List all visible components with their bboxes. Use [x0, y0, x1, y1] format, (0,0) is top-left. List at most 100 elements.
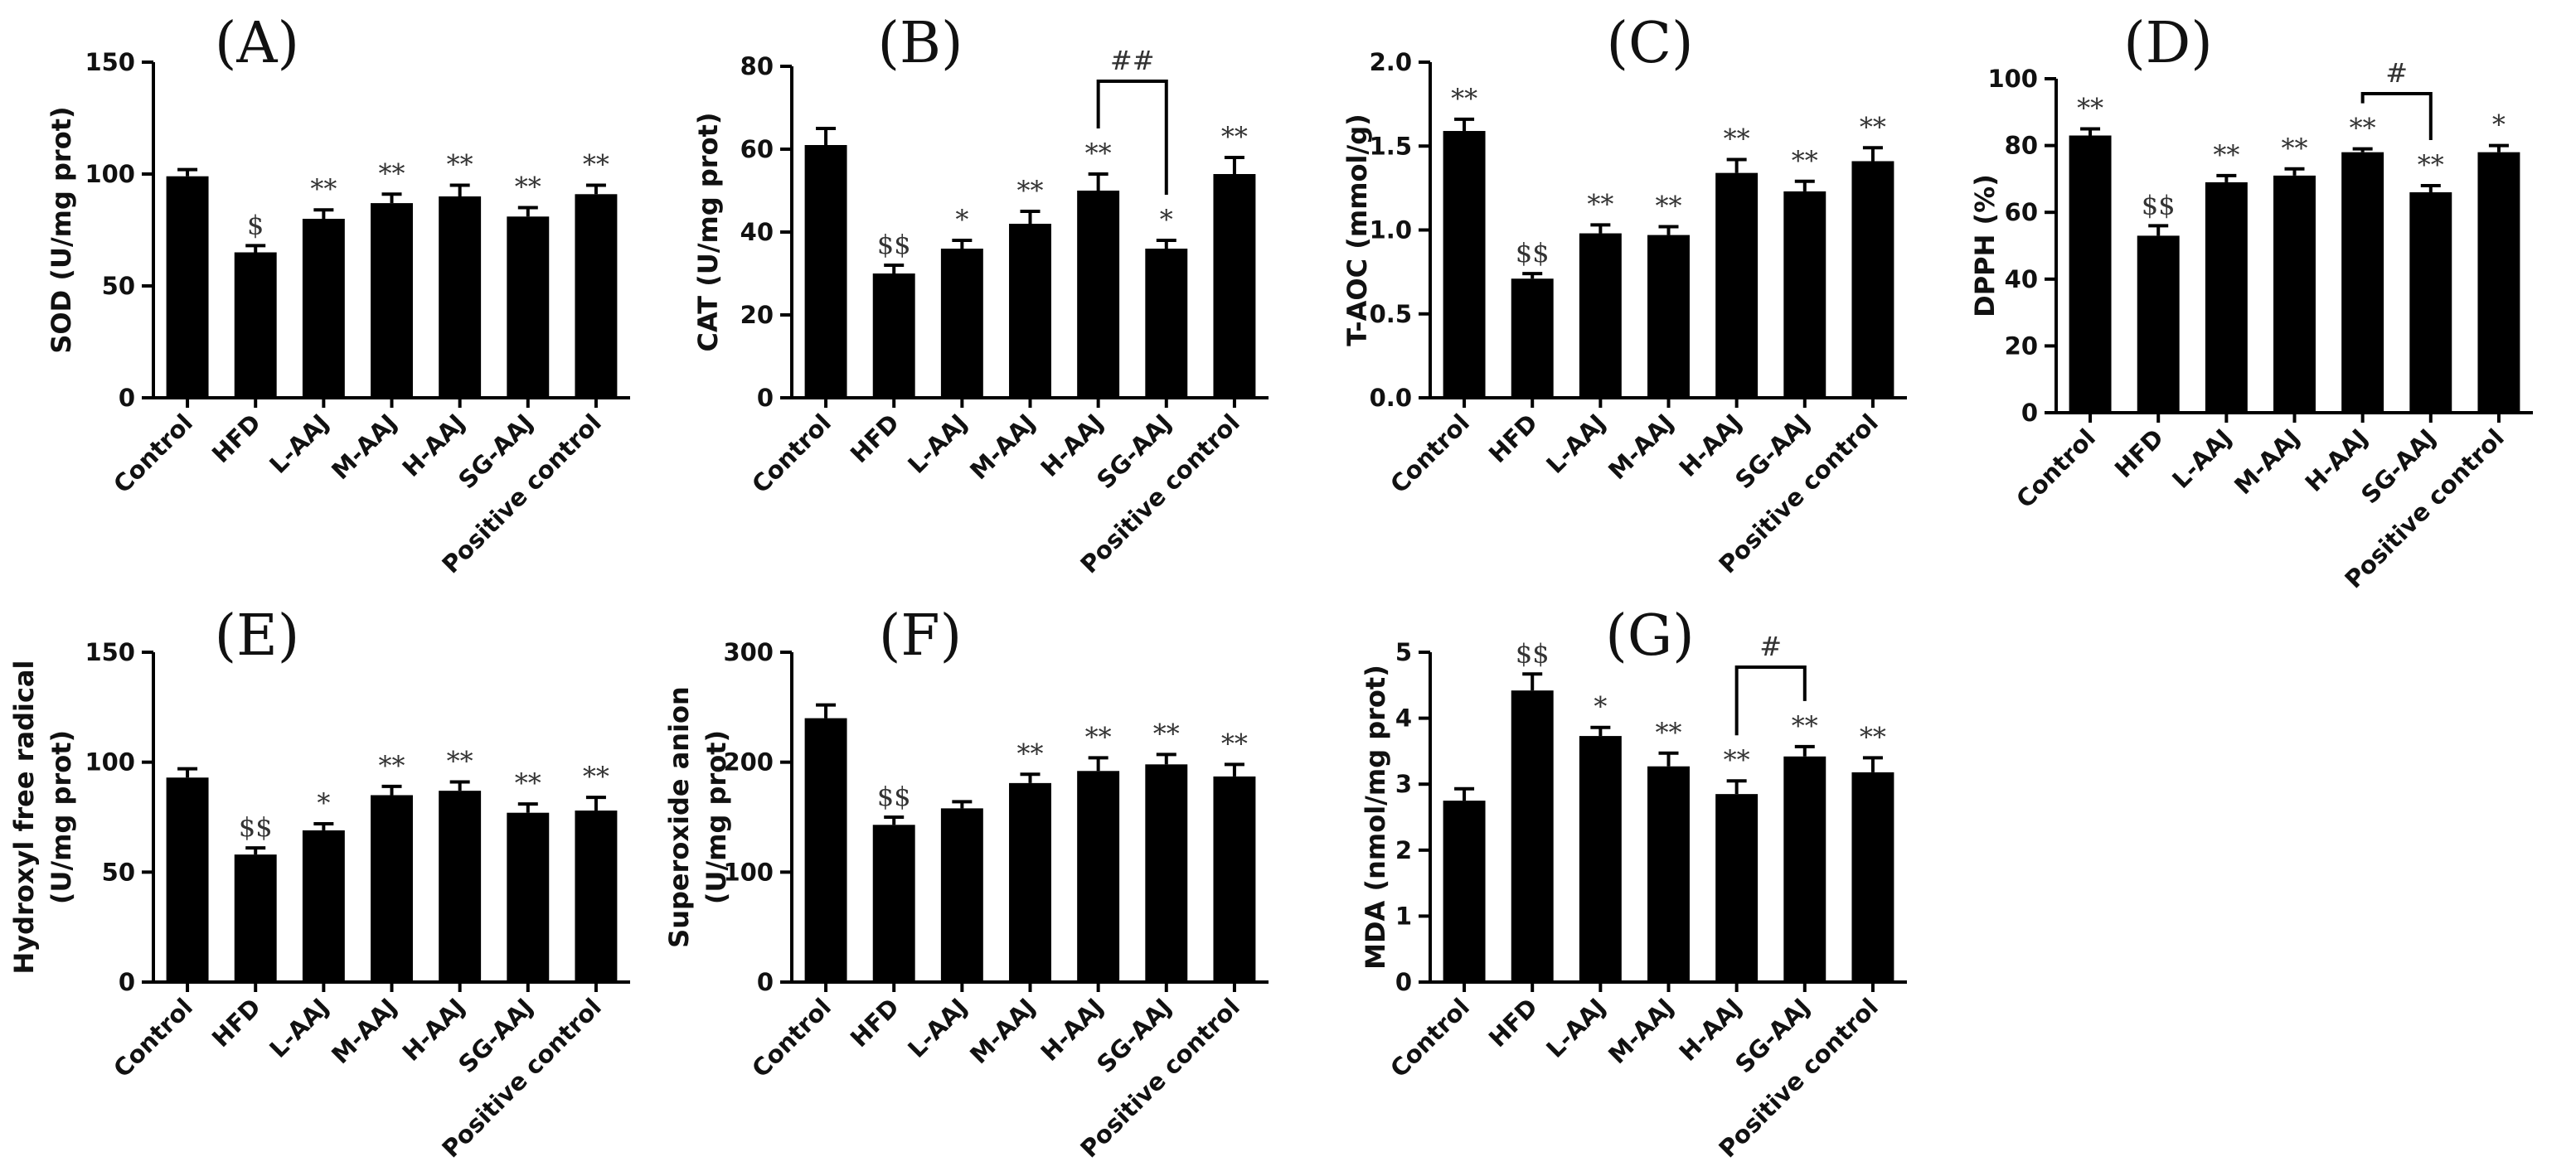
y-axis-title-line: Superoxide anion [663, 686, 695, 948]
significance-mark: ** [1221, 728, 1248, 759]
significance-mark: ** [1085, 138, 1112, 169]
significance-mark: * [2492, 109, 2506, 141]
significance-mark: ** [1153, 718, 1180, 749]
bar [1077, 771, 1120, 982]
y-tick-label: 2 [1395, 836, 1412, 864]
bar [1851, 772, 1894, 982]
y-tick-label: 150 [85, 48, 135, 76]
bar [2069, 135, 2112, 413]
significance-mark: ** [310, 173, 337, 205]
x-tick-label: HFD [1483, 409, 1543, 468]
panel-label: (F) [879, 603, 962, 669]
x-tick-label: Control [1385, 409, 1475, 499]
y-tick-label: 1 [1395, 902, 1412, 930]
y-tick-label: 0 [119, 968, 135, 996]
bar [234, 854, 277, 982]
x-tick-label: M-AAJ [2229, 423, 2305, 500]
bar [371, 203, 413, 398]
significance-mark: ** [2213, 139, 2239, 171]
significance-mark: ** [1451, 83, 1477, 114]
comparison-bracket [2360, 92, 2433, 140]
y-tick-label: 80 [740, 52, 774, 80]
bar [2409, 192, 2452, 413]
y-tick-label: 100 [1987, 65, 2038, 93]
chart-panel-f: (F) 0 100 200 300 Superoxide anion (U/mg prot)… [663, 603, 1269, 1163]
x-tick-label: Control [2011, 423, 2101, 514]
y-tick-label: 0 [119, 384, 135, 412]
comparison-bracket [1734, 665, 1807, 736]
bar [1145, 764, 1188, 982]
significance-mark: ** [1221, 121, 1248, 152]
panel-label: (A) [215, 11, 299, 76]
panel-label: (B) [877, 11, 963, 76]
bar [804, 145, 847, 398]
x-tick-label: L-AAJ [1540, 409, 1611, 479]
significance-mark: $$ [2142, 189, 2176, 220]
chart-panel-b: (B) 0 20 40 60 80 CAT (U/mg prot) Control $$ HFD *… [692, 11, 1269, 578]
significance-mark: ** [1017, 738, 1044, 769]
y-tick-label: 40 [740, 218, 774, 246]
bar [1715, 172, 1759, 398]
y-axis-title-line: Hydroxyl free radical [8, 661, 40, 975]
y-tick-label: 100 [85, 748, 135, 777]
y-axis-title: DPPH (%) [1969, 174, 2001, 317]
significance-mark: ** [1656, 717, 1682, 748]
bar [439, 791, 482, 982]
bar [1213, 174, 1256, 398]
significance-mark: ** [1860, 111, 1886, 143]
x-tick-label: HFD [845, 409, 905, 468]
x-tick-label: Control [746, 409, 837, 499]
bar [1145, 249, 1188, 398]
bar [2273, 175, 2316, 413]
significance-mark: ** [1724, 123, 1750, 154]
bracket-label: ## [1110, 45, 1155, 76]
significance-mark: $$ [1516, 637, 1550, 669]
y-tick-label: 200 [723, 748, 774, 777]
bar [940, 808, 983, 982]
y-tick-label: 60 [2005, 198, 2038, 226]
significance-mark: ** [2350, 113, 2376, 144]
bar [1213, 776, 1256, 982]
bar [1715, 794, 1759, 982]
bar [234, 252, 277, 398]
x-tick-label: M-AAJ [326, 993, 402, 1069]
x-tick-label: M-AAJ [326, 409, 402, 485]
bar [1443, 131, 1486, 398]
bar [575, 811, 618, 982]
panel-label: (C) [1606, 11, 1693, 76]
bar [1511, 690, 1554, 982]
bar [2477, 152, 2520, 413]
y-tick-label: 50 [102, 272, 135, 300]
bar [872, 273, 915, 398]
significance-mark: ** [515, 172, 541, 203]
y-tick-label: 0 [1395, 968, 1412, 996]
significance-mark: ** [447, 746, 473, 777]
significance-mark: ** [1792, 145, 1818, 177]
bar [1443, 801, 1486, 982]
significance-mark: ** [1792, 710, 1818, 742]
chart-panel-e: (E) 0 50 100 150 Hydroxyl free radical (U/mg p… [8, 603, 630, 1163]
bar [1851, 161, 1894, 398]
significance-mark: ** [1724, 744, 1750, 776]
bar [507, 812, 550, 982]
x-tick-label: L-AAJ [902, 409, 973, 479]
bar [1009, 224, 1051, 398]
significance-mark: * [1594, 691, 1607, 723]
x-tick-label: L-AAJ [264, 409, 334, 479]
y-tick-label: 300 [723, 638, 774, 666]
bar [166, 176, 209, 398]
significance-mark: ** [2282, 133, 2308, 164]
x-tick-label: HFD [1483, 993, 1543, 1053]
bar [1009, 782, 1051, 982]
x-tick-label: HFD [2109, 423, 2169, 483]
significance-mark: $ [247, 209, 264, 240]
x-tick-label: Control [108, 409, 198, 499]
x-tick-label: L-AAJ [1540, 993, 1611, 1063]
y-axis-title: T-AOC (mmol/g) [1341, 114, 1373, 346]
significance-mark: ** [447, 149, 473, 181]
bar [1647, 235, 1690, 398]
bar [1077, 191, 1120, 398]
bar [302, 219, 345, 398]
y-tick-label: 40 [2005, 265, 2038, 293]
x-tick-label: Control [108, 993, 198, 1083]
